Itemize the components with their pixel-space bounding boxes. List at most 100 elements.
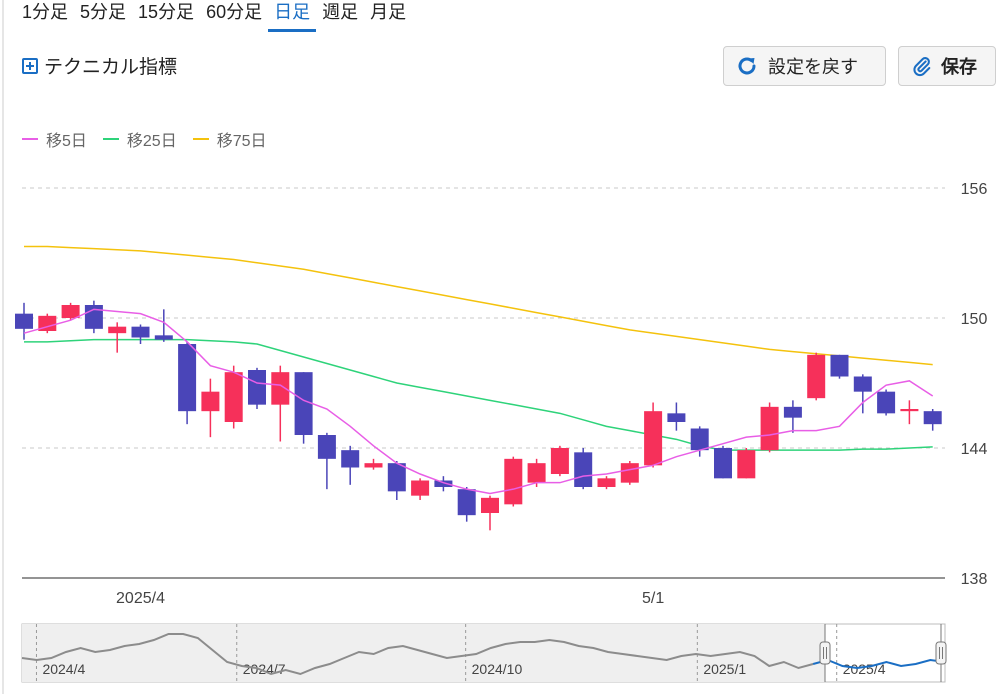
left-border (2, 0, 4, 694)
candle (131, 324, 150, 344)
ma5-line (23, 308, 934, 495)
candle (783, 400, 802, 433)
candle (271, 365, 290, 442)
candle-body (15, 313, 33, 329)
candle (620, 461, 639, 485)
y-tick-label: 150 (961, 311, 988, 328)
candle (178, 341, 197, 425)
candle (550, 445, 569, 477)
candle (61, 302, 80, 321)
navigator-label: 2024/10 (472, 661, 523, 677)
candle-body (900, 409, 919, 412)
y-tick-label: 144 (961, 441, 988, 458)
candle-body (84, 305, 103, 329)
candle-body (807, 354, 826, 399)
tab-5min[interactable]: 5分足 (80, 2, 127, 22)
candle (853, 374, 872, 414)
candle-body (178, 344, 197, 412)
candle (84, 300, 103, 334)
refresh-icon (734, 53, 760, 79)
candle (714, 445, 732, 479)
x-tick-label: 5/1 (642, 590, 664, 607)
navigator-label: 2025/1 (703, 661, 746, 677)
y-tick-label: 156 (961, 181, 988, 198)
legend-ma75[interactable]: 移75日 (192, 127, 267, 151)
candle (294, 372, 313, 444)
reset-settings-label: 設定を戻す (768, 57, 858, 77)
navigator-right-handle[interactable] (935, 624, 947, 682)
legend-ma75-label: 移75日 (216, 133, 267, 150)
tab-60min[interactable]: 60分足 (206, 2, 263, 22)
candle (317, 432, 336, 490)
candle (248, 367, 266, 409)
candle-body (504, 458, 523, 505)
candle-body (341, 450, 360, 468)
navigator-label: 2024/4 (42, 661, 85, 677)
candle-body (620, 463, 639, 483)
candle-body (597, 478, 616, 487)
range-navigator[interactable]: 2024/4 2024/7 2024/10 2025/1 2025/4 (0, 620, 1007, 688)
plus-square-icon (22, 57, 38, 74)
candle (457, 487, 476, 522)
candle (387, 461, 406, 500)
candle-body (61, 305, 80, 318)
candle-body (644, 411, 663, 466)
ma75-line (24, 245, 933, 366)
paperclip-icon (909, 53, 935, 79)
candle-body (853, 376, 872, 392)
candle-body (877, 391, 896, 414)
candle (15, 302, 33, 340)
y-tick-label: 138 (961, 571, 988, 588)
candle (504, 456, 523, 507)
candle (737, 448, 756, 479)
candle-body (294, 372, 313, 435)
candle-body (481, 497, 499, 513)
handle-grip (819, 641, 831, 665)
candle-body (108, 326, 127, 334)
tab-daily[interactable]: 日足 (268, 0, 317, 34)
candlestick-chart[interactable]: 156 150 144 138 2025/4 5/1 (0, 160, 1007, 620)
legend-ma25-swatch (102, 138, 119, 140)
timeframe-tabs: 1分足 5分足 15分足 60分足 日足 週足 月足 (22, 0, 412, 34)
candle-body (527, 463, 546, 483)
tab-weekly[interactable]: 週足 (322, 2, 359, 22)
candle (644, 402, 663, 468)
technical-indicators-label: テクニカル指標 (44, 57, 178, 78)
candle-body (387, 463, 406, 492)
candle (760, 402, 779, 453)
tab-1min[interactable]: 1分足 (22, 2, 69, 22)
tab-monthly[interactable]: 月足 (370, 2, 407, 22)
candle-body (714, 448, 732, 479)
navigator-left-handle[interactable] (819, 624, 831, 682)
candle-body (248, 370, 266, 405)
legend-ma5[interactable]: 移5日 (22, 127, 87, 151)
legend-ma75-swatch (192, 138, 209, 140)
candle-body (201, 391, 220, 412)
candle-body (667, 413, 686, 422)
navigator-selected-line (812, 658, 946, 670)
candle-body (737, 450, 756, 479)
handle-grip (935, 641, 947, 665)
candle (807, 352, 826, 401)
candle-body (760, 406, 779, 451)
candle-body (574, 452, 593, 487)
candle-body (550, 448, 569, 474)
candle-body (224, 372, 243, 422)
candle-body (154, 335, 173, 340)
legend-ma5-swatch (22, 138, 38, 140)
candle-body (411, 480, 430, 496)
candle (38, 313, 57, 334)
technical-indicators-toggle[interactable]: テクニカル指標 (22, 52, 177, 79)
candle (341, 445, 360, 485)
candle (900, 400, 919, 425)
candle-body (923, 411, 942, 425)
reset-settings-button[interactable]: 設定を戻す (723, 46, 886, 86)
save-button[interactable]: 保存 (898, 46, 996, 86)
candle-body (131, 326, 150, 338)
navigator-history-line (21, 633, 814, 676)
candle-body (690, 428, 709, 451)
legend-ma25[interactable]: 移25日 (102, 127, 177, 151)
ma-legend: 移5日 移25日 移75日 (22, 127, 267, 151)
legend-ma5-label: 移5日 (46, 133, 87, 150)
tab-15min[interactable]: 15分足 (138, 2, 195, 22)
